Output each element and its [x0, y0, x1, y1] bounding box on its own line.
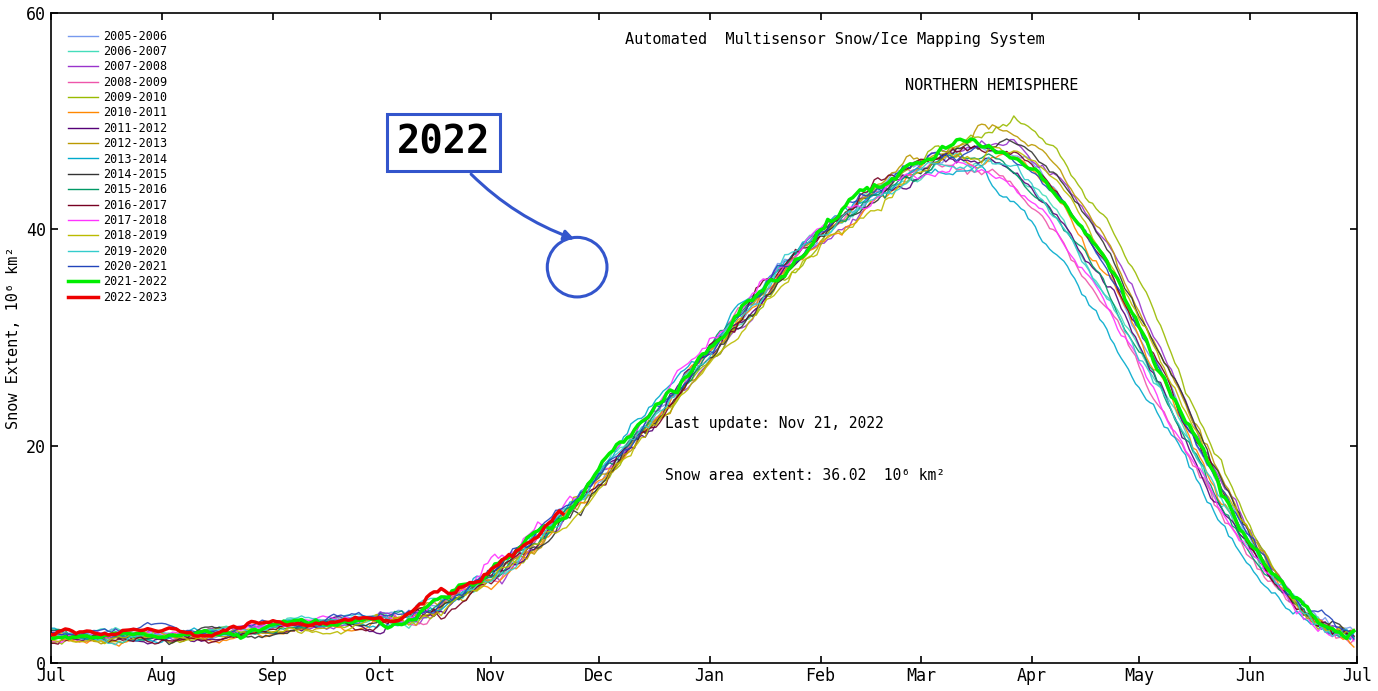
Text: NORTHERN HEMISPHERE: NORTHERN HEMISPHERE	[905, 77, 1079, 93]
Text: Snow area extent: 36.02  10⁶ km²: Snow area extent: 36.02 10⁶ km²	[666, 468, 945, 482]
Text: 2022: 2022	[397, 124, 572, 239]
Y-axis label: Snow Extent, 10⁶ km²: Snow Extent, 10⁶ km²	[6, 246, 21, 429]
Legend: 2005-2006, 2006-2007, 2007-2008, 2008-2009, 2009-2010, 2010-2011, 2011-2012, 201: 2005-2006, 2006-2007, 2007-2008, 2008-20…	[63, 25, 172, 309]
Text: Automated  Multisensor Snow/Ice Mapping System: Automated Multisensor Snow/Ice Mapping S…	[626, 32, 1045, 47]
Text: Last update: Nov 21, 2022: Last update: Nov 21, 2022	[666, 415, 883, 430]
